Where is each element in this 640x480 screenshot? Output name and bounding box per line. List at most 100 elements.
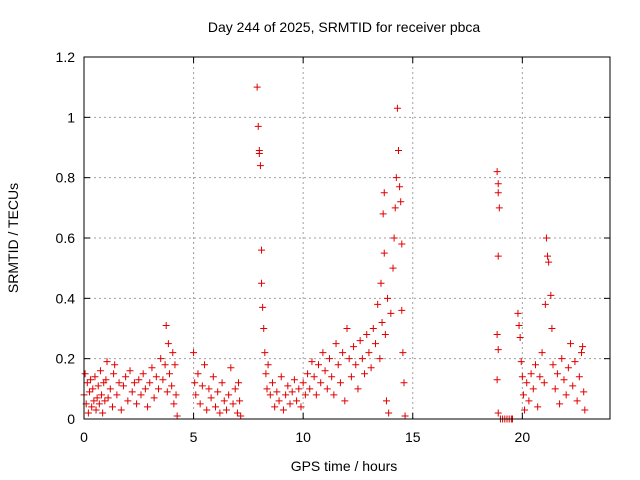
data-point-marker [542,234,550,242]
data-point-marker [299,379,307,387]
data-point-marker [328,373,336,381]
data-point-marker [558,355,566,363]
data-point-marker [365,349,373,357]
data-point-marker [579,343,587,351]
data-point-marker [108,403,116,411]
data-point-marker [87,376,95,384]
data-point-marker [126,367,134,375]
data-point-marker [205,385,213,393]
data-point-marker [84,409,92,417]
data-point-marker [235,379,243,387]
y-tick-label: 0.4 [56,290,76,306]
x-tick-label: 0 [80,429,88,445]
data-point-marker [354,385,362,393]
data-point-marker [258,279,266,287]
data-point-marker [194,370,202,378]
data-point-marker [571,358,579,366]
data-point-marker [325,355,333,363]
data-point-marker [319,349,327,357]
data-point-marker [255,150,263,158]
data-point-marker [363,331,371,339]
grid [84,57,610,419]
data-point-marker [380,249,388,257]
data-point-marker [233,409,241,417]
data-point-marker [494,252,502,260]
data-point-marker [216,409,224,417]
data-point-marker [168,382,176,390]
data-point-marker [192,391,200,399]
data-point-marker [544,252,552,260]
y-tick-label: 1 [67,109,75,125]
data-point-marker [117,406,125,414]
data-point-marker [312,391,320,399]
data-point-marker [517,358,525,366]
data-point-marker [236,397,244,405]
data-point-marker [231,385,239,393]
data-point-marker [90,397,98,405]
data-point-marker [99,409,107,417]
data-point-marker [162,321,170,329]
data-point-marker [553,370,561,378]
data-point-marker [113,391,121,399]
data-point-marker [286,400,294,408]
data-point-marker [395,147,403,155]
data-point-marker [106,385,114,393]
data-point-marker [144,403,152,411]
data-point-marker [254,122,262,130]
data-point-marker [214,388,222,396]
data-point-marker [198,382,206,390]
data-point-marker [260,325,268,332]
data-point-marker [95,400,103,408]
data-point-marker [569,382,577,390]
data-point-marker [347,373,355,381]
data-point-marker [518,373,526,381]
data-point-marker [130,379,138,387]
data-point-marker [567,340,575,348]
data-point-marker [382,397,390,405]
data-point-marker [529,385,537,393]
data-point-marker [538,349,546,357]
data-point-marker [334,361,342,369]
data-point-marker [358,355,366,363]
data-point-marker [92,406,100,414]
data-point-marker [91,373,99,381]
data-point-marker [295,385,303,393]
data-point-marker [493,376,501,384]
data-point-marker [119,382,127,390]
y-axis-label: SRMTID / TECUs [5,183,21,293]
data-point-marker [83,379,91,387]
data-point-marker [102,376,110,384]
data-point-marker [581,406,589,414]
data-point-marker [321,367,329,375]
data-point-marker [493,168,501,176]
data-point-marker [293,397,301,405]
data-point-marker [494,180,502,188]
x-tick-label: 10 [295,429,311,445]
data-point-marker [575,373,583,381]
data-point-marker [135,376,143,384]
data-point-marker [237,412,245,420]
y-tick-label: 0.6 [56,230,76,246]
data-point-marker [573,397,581,405]
data-point-marker [103,358,111,366]
data-point-marker [277,373,285,381]
data-point-marker [101,397,109,405]
data-point-marker [171,361,179,369]
data-point-marker [564,364,572,372]
data-point-marker [367,364,375,372]
data-point-marker [381,331,389,339]
data-point-marker [146,379,154,387]
data-point-marker [562,391,570,399]
data-point-marker [494,346,502,354]
data-point-marker [263,385,271,393]
data-point-marker [222,406,230,414]
data-point-marker [336,379,344,387]
data-point-marker [495,204,503,212]
data-point-marker [548,325,556,332]
data-point-marker [229,400,237,408]
data-point-marker [93,394,101,402]
data-point-marker [220,397,228,405]
data-point-marker [98,391,106,399]
data-point-marker [218,379,226,387]
data-point-marker [124,397,132,405]
